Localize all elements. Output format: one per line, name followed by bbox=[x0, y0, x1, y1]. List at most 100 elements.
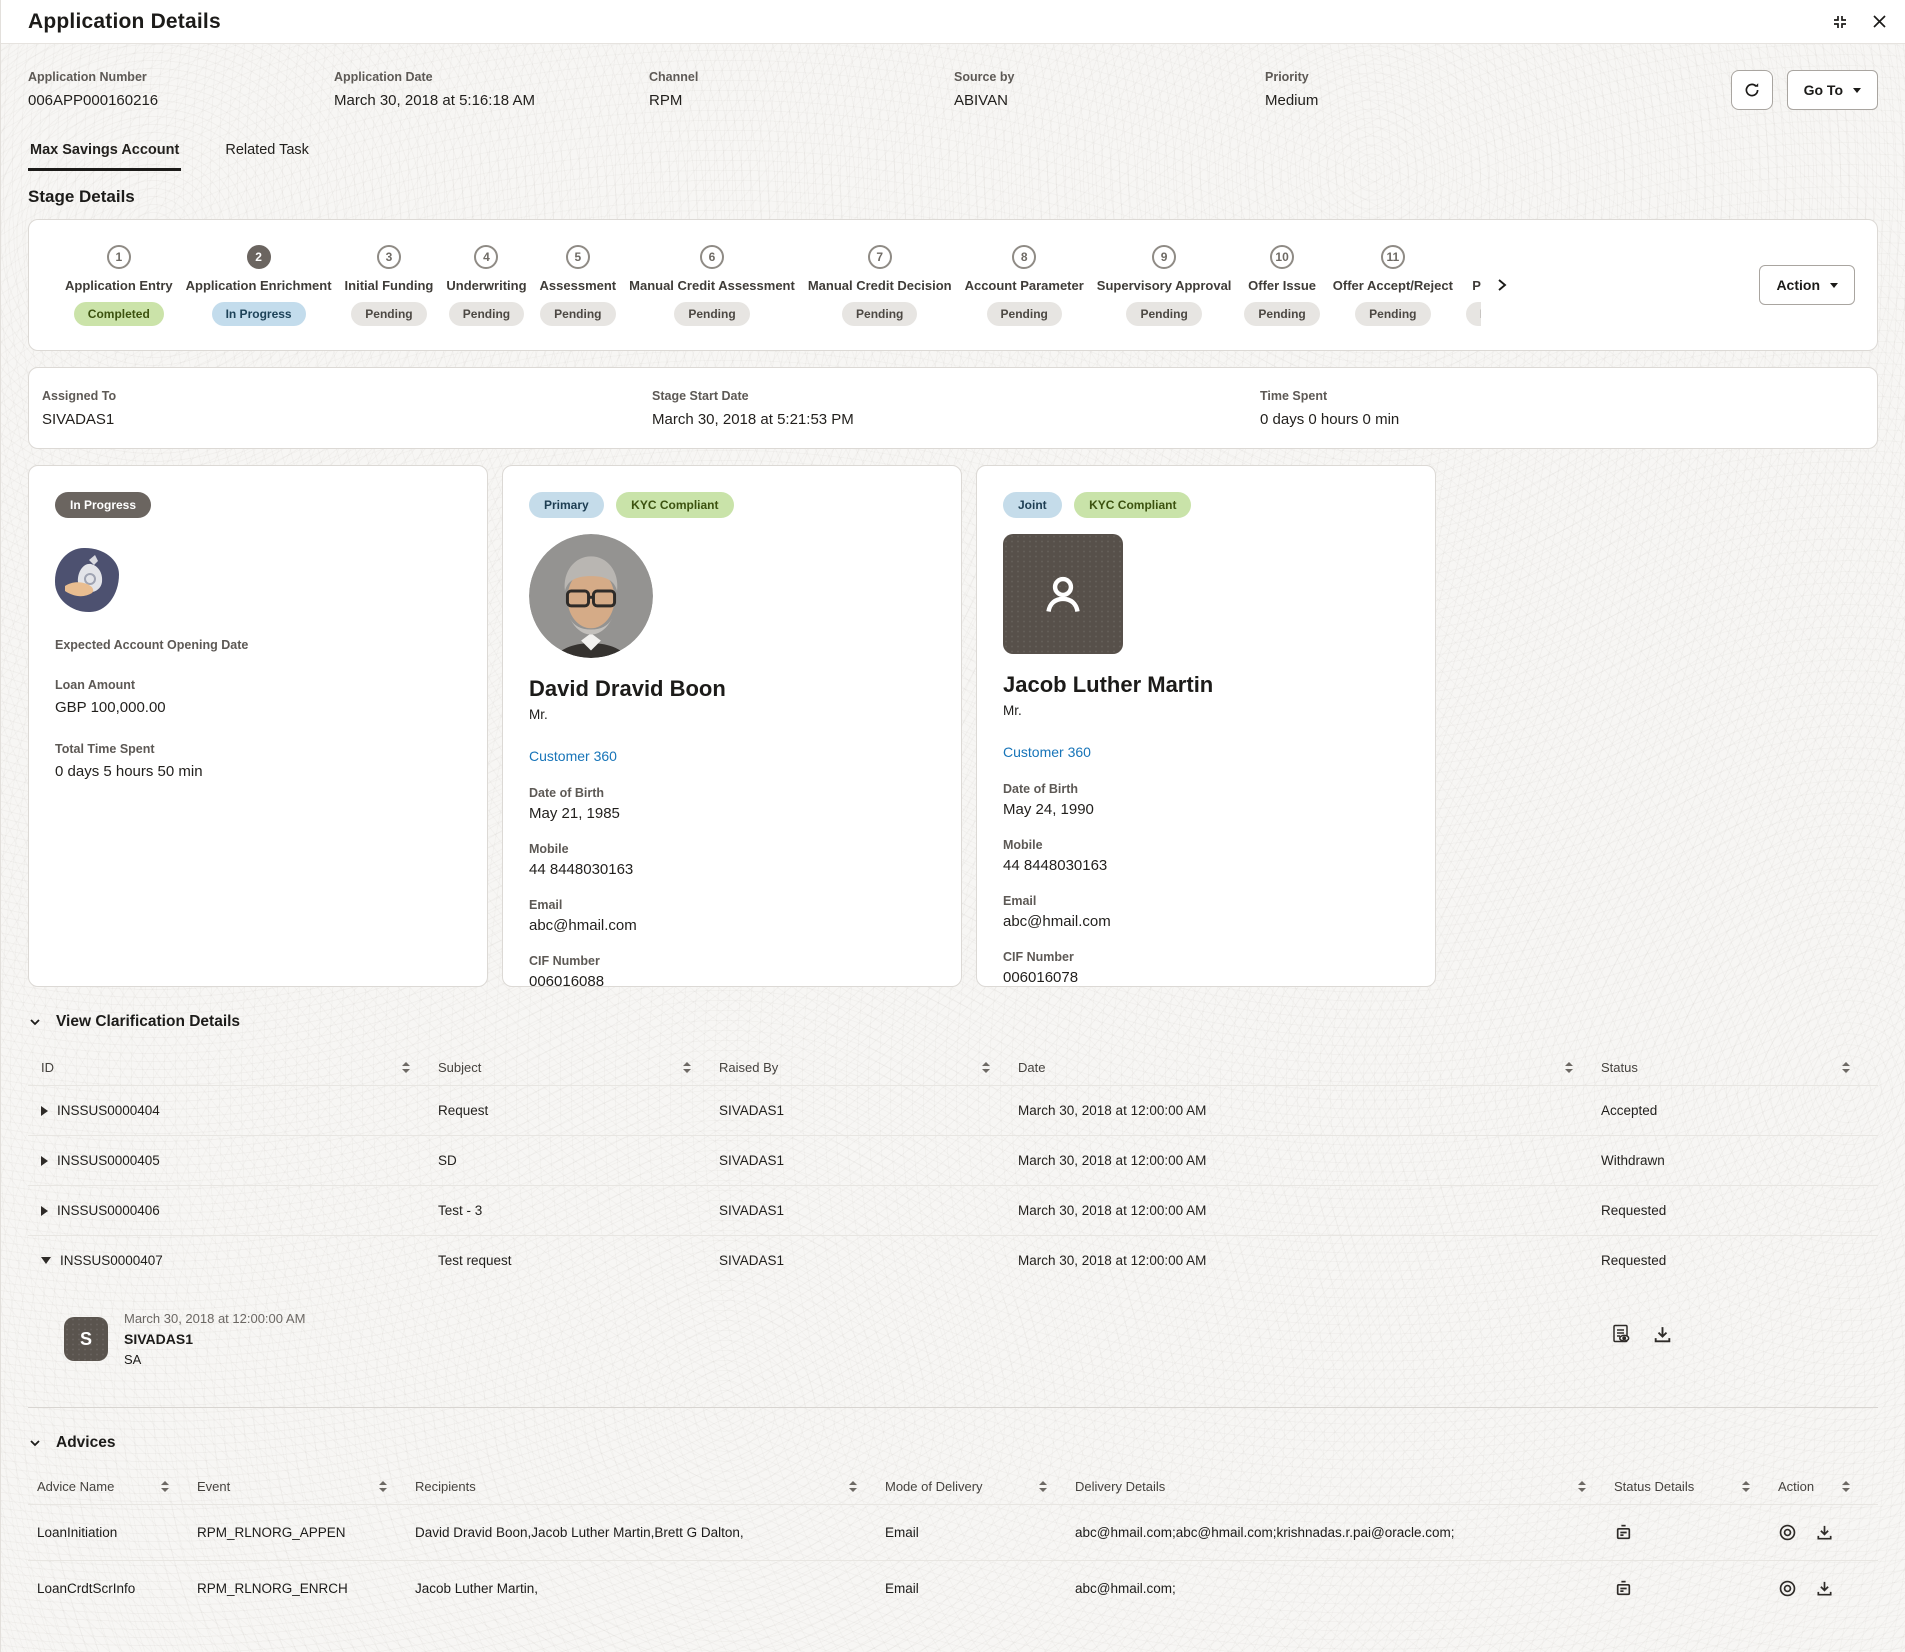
advice-row[interactable]: LoanInitiation RPM_RLNORG_APPEN David Dr… bbox=[28, 1504, 1878, 1560]
applicant-name: David Dravid Boon bbox=[529, 676, 726, 701]
sort-icon[interactable] bbox=[161, 1480, 169, 1492]
application-info-bar: Application Number 006APP000160216 Appli… bbox=[28, 44, 1878, 130]
sort-icon[interactable] bbox=[1565, 1061, 1573, 1073]
customer-360-link[interactable]: Customer 360 bbox=[529, 748, 617, 764]
cif-value: 006016088 bbox=[529, 973, 605, 990]
clarification-row[interactable]: INSSUS0000405 SD SIVADAS1 March 30, 2018… bbox=[28, 1135, 1878, 1185]
expected-opening-date-field: Expected Account Opening Date bbox=[55, 638, 461, 652]
goto-button[interactable]: Go To bbox=[1786, 70, 1878, 110]
stage-manual-credit-assessment[interactable]: 6 Manual Credit Assessment Pending bbox=[629, 244, 795, 326]
stage-scroll-right-button[interactable] bbox=[1495, 277, 1509, 293]
clarification-row[interactable]: INSSUS0000404 Request SIVADAS1 March 30,… bbox=[28, 1085, 1878, 1135]
sort-icon[interactable] bbox=[1842, 1480, 1850, 1492]
advice-delivery-details: abc@hmail.com;abc@hmail.com;krishnadas.r… bbox=[1075, 1525, 1455, 1540]
source-by-value: ABIVAN bbox=[954, 92, 1008, 109]
advice-mode: Email bbox=[885, 1581, 919, 1596]
view-details-icon[interactable] bbox=[1610, 1323, 1632, 1345]
caret-down-icon bbox=[1853, 87, 1861, 93]
dob-value: May 21, 1985 bbox=[529, 805, 620, 822]
column-header: Advice Name bbox=[37, 1478, 115, 1494]
stage-application-entry[interactable]: 1 Application Entry Completed bbox=[65, 244, 173, 326]
field-label: Channel bbox=[649, 70, 699, 84]
stage-status-badge: Pending bbox=[1244, 301, 1320, 326]
stage-manual-credit-decision[interactable]: 7 Manual Credit Decision Pending bbox=[808, 244, 952, 326]
stage-number: 3 bbox=[376, 244, 401, 269]
download-icon[interactable] bbox=[1815, 1523, 1834, 1542]
stage-number: 9 bbox=[1152, 244, 1177, 269]
account-summary-card: In Progress Expected Account Opening Dat… bbox=[28, 465, 488, 987]
stage-assessment[interactable]: 5 Assessment Pending bbox=[539, 244, 617, 326]
download-icon[interactable] bbox=[1815, 1579, 1834, 1598]
expand-arrow-icon[interactable] bbox=[41, 1105, 48, 1116]
advice-row[interactable]: LoanCrdtScrInfo RPM_RLNORG_ENRCH Jacob L… bbox=[28, 1560, 1878, 1616]
view-target-icon[interactable] bbox=[1778, 1579, 1797, 1598]
stage-offer-accept-reject[interactable]: 11 Offer Accept/Reject Pending bbox=[1333, 244, 1453, 326]
stage-number: 7 bbox=[867, 244, 892, 269]
stage-name: Application Enrichment bbox=[185, 277, 332, 293]
stage-name: Offer Issue bbox=[1248, 277, 1317, 293]
clarification-row-expanded[interactable]: INSSUS0000407 Test request SIVADAS1 Marc… bbox=[28, 1235, 1878, 1285]
sort-icon[interactable] bbox=[982, 1061, 990, 1073]
collapse-arrow-icon[interactable] bbox=[41, 1257, 51, 1264]
sort-icon[interactable] bbox=[1578, 1480, 1586, 1492]
advices-section-header[interactable]: Advices bbox=[28, 1434, 1878, 1452]
stage-summary-card: Assigned To SIVADAS1 Stage Start Date Ma… bbox=[28, 367, 1878, 449]
stage-application-enrichment[interactable]: 2 Application Enrichment In Progress bbox=[185, 244, 332, 326]
row-date: March 30, 2018 at 12:00:00 AM bbox=[1018, 1203, 1207, 1218]
stage-supervisory-approval[interactable]: 9 Supervisory Approval Pending bbox=[1097, 244, 1231, 326]
refresh-button[interactable] bbox=[1730, 70, 1773, 110]
stage-name: Application Entry bbox=[65, 277, 173, 293]
customer-360-link[interactable]: Customer 360 bbox=[1003, 744, 1091, 760]
advice-name: LoanInitiation bbox=[37, 1525, 118, 1540]
advice-delivery-details: abc@hmail.com; bbox=[1075, 1581, 1176, 1596]
action-button[interactable]: Action bbox=[1759, 265, 1855, 305]
stage-status-badge: In Progress bbox=[211, 301, 306, 326]
stage-status-badge: Pending bbox=[1355, 301, 1431, 326]
close-icon[interactable] bbox=[1872, 14, 1887, 29]
status-card-icon[interactable] bbox=[1614, 1523, 1633, 1542]
sort-icon[interactable] bbox=[379, 1480, 387, 1492]
sort-icon[interactable] bbox=[683, 1061, 691, 1073]
row-date: March 30, 2018 at 12:00:00 AM bbox=[1018, 1103, 1207, 1118]
stage-account-parameter[interactable]: 8 Account Parameter Pending bbox=[965, 244, 1084, 326]
clarification-section-header[interactable]: View Clarification Details bbox=[28, 1013, 1878, 1031]
expand-arrow-icon[interactable] bbox=[41, 1205, 48, 1216]
view-target-icon[interactable] bbox=[1778, 1523, 1797, 1542]
row-raised-by: SIVADAS1 bbox=[719, 1253, 785, 1268]
field-label: CIF Number bbox=[1003, 950, 1074, 964]
stage-post-offer[interactable]: 12 Post Offer Pending bbox=[1465, 245, 1481, 326]
stage-underwriting[interactable]: 4 Underwriting Pending bbox=[446, 244, 527, 326]
kyc-badge: KYC Compliant bbox=[616, 492, 734, 518]
stage-status-badge: Completed bbox=[73, 301, 164, 326]
stage-number: 1 bbox=[106, 244, 131, 269]
row-status: Accepted bbox=[1601, 1103, 1658, 1118]
expand-arrow-icon[interactable] bbox=[41, 1155, 48, 1166]
sort-icon[interactable] bbox=[1842, 1061, 1850, 1073]
sort-icon[interactable] bbox=[1039, 1480, 1047, 1492]
stage-initial-funding[interactable]: 3 Initial Funding Pending bbox=[345, 244, 433, 326]
stage-offer-issue[interactable]: 10 Offer Issue Pending bbox=[1244, 244, 1320, 326]
field-label: Assigned To bbox=[42, 388, 117, 403]
tab-max-savings-account[interactable]: Max Savings Account bbox=[28, 132, 182, 171]
tab-related-task[interactable]: Related Task bbox=[225, 142, 309, 158]
caret-down-icon bbox=[1830, 282, 1838, 288]
collapse-icon[interactable] bbox=[1832, 14, 1848, 30]
stage-name: Post Offer bbox=[1472, 277, 1481, 293]
advice-event: RPM_RLNORG_APPEN bbox=[197, 1525, 346, 1540]
detail-user: SIVADAS1 bbox=[124, 1331, 193, 1347]
row-subject: Request bbox=[438, 1103, 489, 1118]
stage-name: Assessment bbox=[539, 277, 617, 293]
clarification-row[interactable]: INSSUS0000406 Test - 3 SIVADAS1 March 30… bbox=[28, 1185, 1878, 1235]
mobile-value: 44 8448030163 bbox=[529, 861, 634, 878]
avatar: S bbox=[64, 1317, 108, 1361]
sort-icon[interactable] bbox=[402, 1061, 410, 1073]
field-label: Date of Birth bbox=[529, 786, 604, 800]
sort-icon[interactable] bbox=[1742, 1480, 1750, 1492]
status-card-icon[interactable] bbox=[1614, 1579, 1633, 1598]
application-number-field: Application Number 006APP000160216 bbox=[28, 70, 334, 109]
cif-field: CIF Number 006016078 bbox=[1003, 950, 1409, 986]
sort-icon[interactable] bbox=[849, 1480, 857, 1492]
download-icon[interactable] bbox=[1652, 1323, 1673, 1345]
field-label: Email bbox=[529, 898, 563, 912]
